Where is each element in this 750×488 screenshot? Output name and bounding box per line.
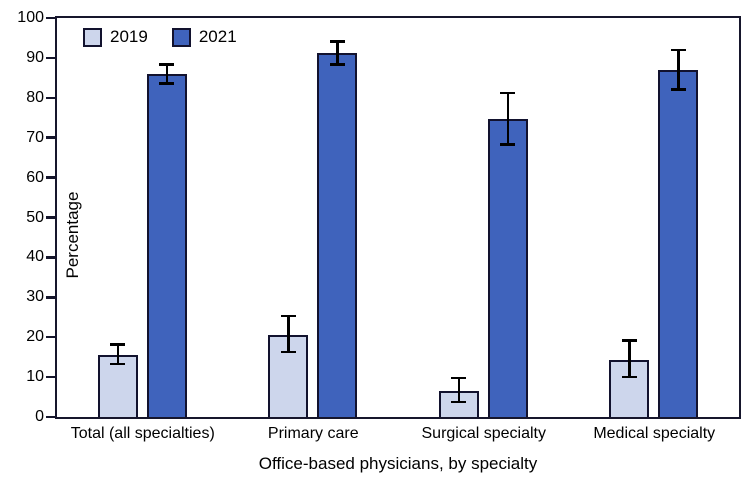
- bar-2021-group4: [658, 70, 699, 417]
- legend-item-2021: 2021: [171, 27, 237, 47]
- y-tick-label-100: 100: [17, 9, 44, 26]
- legend-label-2021: 2021: [198, 27, 237, 46]
- y-tick-80: [45, 96, 55, 100]
- legend: 2019 2021: [83, 27, 261, 47]
- error-cap-top-2019-group3: [451, 376, 467, 380]
- error-cap-top-2021-group1: [159, 63, 175, 66]
- error-cap-top-2019-group4: [621, 339, 637, 342]
- error-cap-top-2021-group2: [329, 40, 345, 43]
- error-bar-2019-group4: [628, 340, 631, 378]
- y-tick-label-90: 90: [26, 48, 44, 66]
- x-category-label-3: Surgical specialty: [421, 425, 547, 442]
- legend-label-2019: 2019: [110, 27, 148, 46]
- legend-swatch-2019: [83, 27, 102, 47]
- error-bar-2019-group2: [287, 316, 290, 352]
- bar-2021-group3: [487, 118, 528, 417]
- y-tick-label-80: 80: [26, 88, 44, 106]
- y-tick-label-10: 10: [26, 368, 44, 386]
- y-tick-20: [45, 335, 55, 339]
- error-cap-bottom-2019-group2: [280, 350, 296, 354]
- y-tick-0: [45, 415, 55, 419]
- error-cap-bottom-2019-group4: [621, 375, 637, 379]
- y-tick-70: [45, 136, 55, 139]
- x-axis-title: Office-based physicians, by specialty: [258, 454, 538, 473]
- x-category-label-4: Medical specialty: [593, 425, 716, 442]
- bar-2021-group1: [146, 73, 187, 417]
- error-bar-2019-group1: [116, 344, 119, 364]
- error-cap-bottom-2021-group3: [500, 143, 516, 146]
- y-tick-50: [45, 216, 55, 219]
- y-tick-label-40: 40: [26, 248, 44, 266]
- error-cap-top-2021-group3: [500, 91, 516, 95]
- error-cap-bottom-2021-group4: [670, 88, 686, 91]
- error-bar-2021-group2: [336, 41, 339, 65]
- y-tick-30: [45, 296, 55, 299]
- error-bar-2019-group3: [457, 377, 460, 402]
- error-bar-2021-group4: [677, 49, 680, 90]
- y-tick-60: [45, 176, 55, 179]
- y-tick-90: [45, 56, 55, 60]
- y-tick-label-0: 0: [35, 408, 44, 425]
- error-bar-2021-group1: [165, 64, 168, 84]
- x-category-label-1: Total (all specialties): [70, 425, 215, 442]
- legend-swatch-2021: [171, 27, 191, 47]
- error-cap-bottom-2019-group1: [110, 362, 126, 366]
- error-cap-bottom-2019-group3: [451, 400, 467, 404]
- y-tick-label-50: 50: [26, 208, 44, 226]
- bar-2021-group2: [317, 52, 358, 417]
- error-cap-top-2019-group2: [280, 314, 296, 318]
- y-axis-title: Percentage: [63, 191, 82, 279]
- error-cap-top-2019-group1: [110, 343, 126, 346]
- legend-item-2019: 2019: [83, 27, 148, 47]
- error-cap-top-2021-group4: [670, 48, 686, 52]
- y-tick-label-20: 20: [26, 328, 44, 346]
- y-tick-100: [45, 16, 55, 20]
- y-tick-label-30: 30: [26, 288, 44, 306]
- x-axis-labels: Total (all specialties) Primary care Surgi…: [55, 424, 741, 446]
- error-cap-bottom-2021-group2: [329, 63, 345, 66]
- bar-2019-group1: [97, 355, 138, 417]
- x-category-label-2: Primary care: [267, 425, 359, 442]
- error-bar-2021-group3: [506, 93, 509, 145]
- y-tick-label-70: 70: [26, 128, 44, 146]
- plot-area: 2019 2021 Percentage 0 10 20 30 40 50 60 70 80 90 1…: [17, 9, 741, 425]
- error-cap-bottom-2021-group1: [159, 82, 175, 85]
- y-tick-label-60: 60: [26, 168, 44, 186]
- y-tick-10: [45, 375, 55, 379]
- y-tick-40: [45, 256, 55, 259]
